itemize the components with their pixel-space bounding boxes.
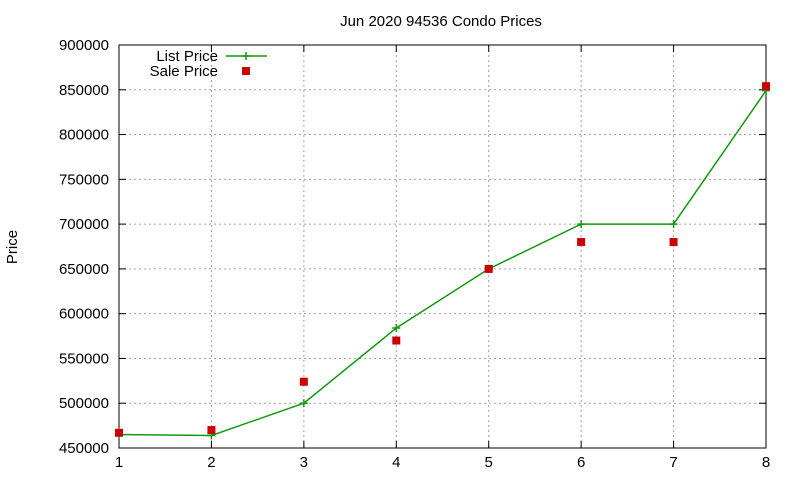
y-tick-label: 800000 bbox=[59, 127, 109, 144]
x-tick-label: 4 bbox=[392, 454, 400, 471]
sale-price-point bbox=[299, 377, 308, 386]
y-tick-label: 550000 bbox=[59, 350, 109, 367]
y-tick-label: 700000 bbox=[59, 216, 109, 233]
legend-marker-sale-price bbox=[242, 67, 250, 75]
x-tick-label: 8 bbox=[762, 454, 770, 471]
y-tick-label: 650000 bbox=[59, 261, 109, 278]
sale-price-point bbox=[207, 426, 216, 435]
sale-price-point bbox=[115, 428, 123, 437]
y-axis-ticks: 450000 500000 550000 600000 650000 700000 7500… bbox=[59, 37, 766, 457]
legend-label-list-price: List Price bbox=[156, 48, 218, 65]
legend-marker-list-price bbox=[242, 52, 250, 60]
chart-grid bbox=[119, 45, 766, 448]
list-price-line bbox=[118, 90, 767, 437]
y-tick-label: 600000 bbox=[59, 306, 109, 323]
legend-sample-list-price bbox=[226, 52, 267, 60]
x-tick-label: 3 bbox=[300, 454, 308, 471]
x-tick-label: 1 bbox=[115, 454, 123, 471]
legend-label-sale-price: Sale Price bbox=[150, 63, 218, 80]
y-tick-label: 850000 bbox=[59, 82, 109, 99]
y-tick-label: 450000 bbox=[59, 440, 109, 457]
plot-frame bbox=[118, 44, 767, 449]
sale-price-point bbox=[484, 264, 493, 273]
x-tick-label: 5 bbox=[485, 454, 493, 471]
list-price-point bbox=[669, 220, 678, 229]
sale-price-point bbox=[392, 336, 401, 345]
x-tick-label: 2 bbox=[207, 454, 215, 471]
legend: List Price Sale Price bbox=[150, 48, 267, 80]
x-axis-ticks: 1 2 3 4 5 6 7 8 bbox=[115, 45, 770, 471]
x-tick-label: 6 bbox=[577, 454, 585, 471]
y-tick-label: 900000 bbox=[59, 37, 109, 54]
chart-title: Jun 2020 94536 Condo Prices bbox=[340, 13, 542, 30]
sale-price-point bbox=[669, 238, 678, 247]
series-layer bbox=[115, 82, 770, 440]
legend-sample-sale-price bbox=[242, 67, 250, 75]
y-tick-label: 750000 bbox=[59, 171, 109, 188]
x-tick-label: 7 bbox=[669, 454, 677, 471]
y-axis-label: Price bbox=[4, 230, 21, 264]
list-price-point bbox=[299, 399, 308, 408]
list-price-point bbox=[392, 323, 401, 332]
sale-price-point bbox=[762, 82, 770, 91]
sale-price-point bbox=[577, 238, 586, 247]
y-tick-label: 500000 bbox=[59, 395, 109, 412]
list-price-point bbox=[577, 220, 586, 229]
